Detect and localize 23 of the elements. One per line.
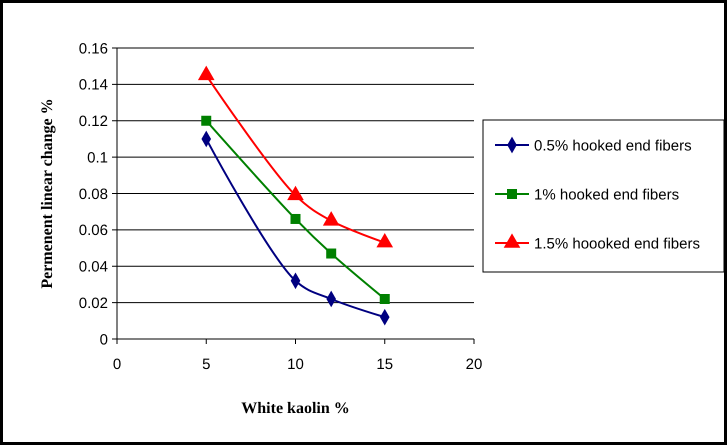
x-tick-label: 0	[112, 356, 122, 373]
x-axis-title: White kaolin %	[241, 400, 350, 417]
y-tick-label: 0.16	[78, 40, 108, 58]
y-axis-title: Permenent linear change %	[39, 98, 56, 289]
y-tick-label: 0.02	[78, 294, 108, 312]
y-tick-label: 0.12	[78, 113, 108, 130]
x-tick-label: 10	[287, 356, 304, 373]
y-tick-label: 0.1	[87, 149, 108, 166]
x-tick-label: 5	[202, 356, 210, 373]
x-tick-label: 20	[466, 356, 482, 373]
y-tick-label: 0.04	[78, 258, 108, 276]
point	[290, 214, 300, 224]
y-tick-label: 0.08	[78, 186, 108, 203]
y-tick-label: 0.06	[78, 222, 108, 240]
y-tick-label: 0	[100, 331, 108, 348]
y-tick-label: 0.14	[78, 76, 108, 94]
point	[380, 294, 390, 304]
legend-label: 0.5% hooked end fibers	[534, 137, 692, 154]
legend-label: 1.5% hoooked end fibers	[534, 235, 700, 252]
legend-label: 1% hooked end fibers	[534, 186, 680, 204]
x-tick-label: 15	[376, 356, 394, 373]
point	[326, 248, 336, 259]
point	[201, 116, 212, 126]
